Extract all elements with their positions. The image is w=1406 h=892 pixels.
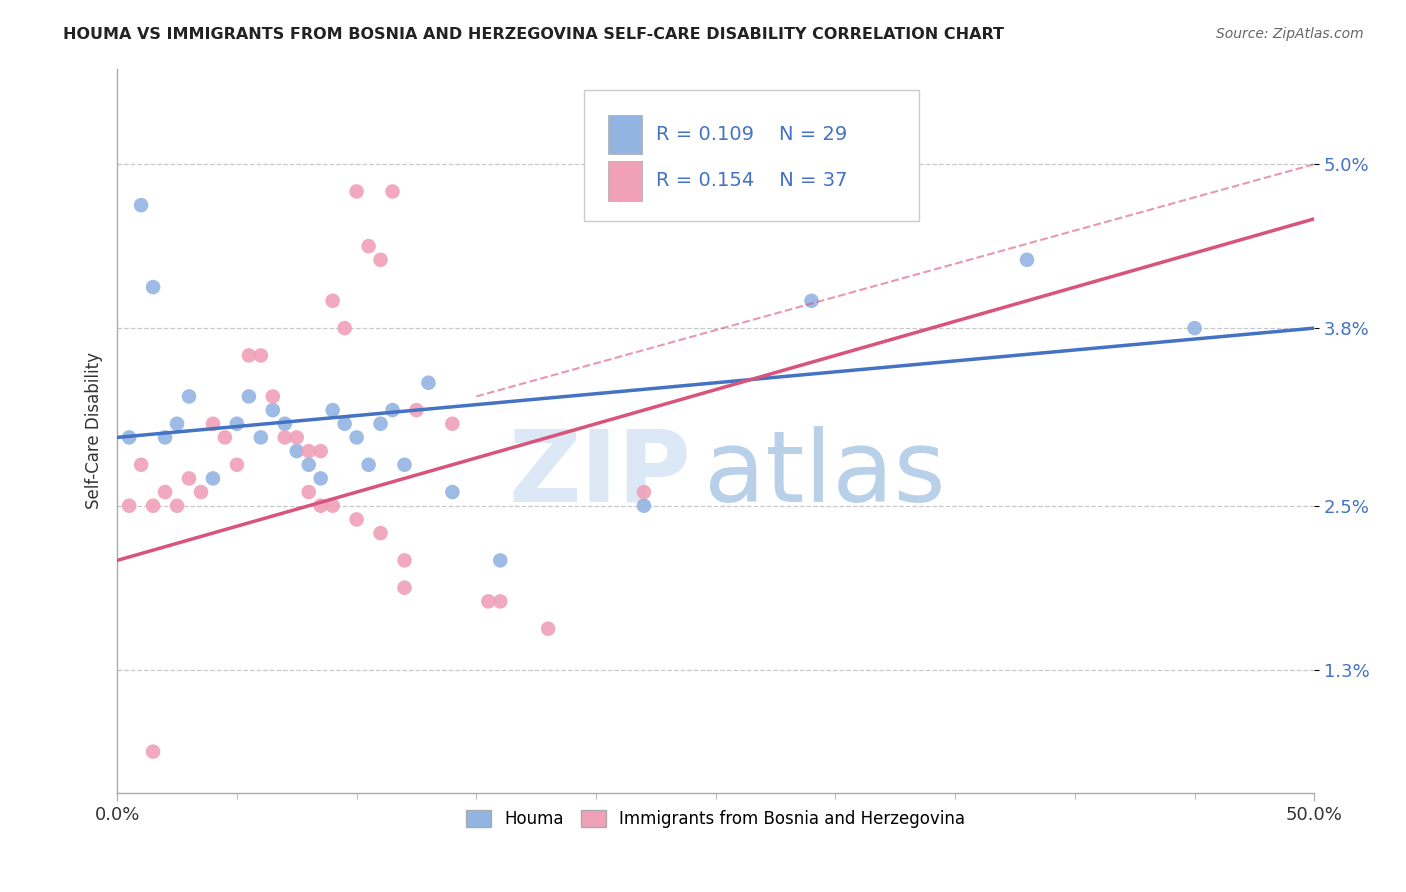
Point (166, 417, 188, 431)
Point (394, 581, 416, 595)
Point (309, 471, 332, 485)
FancyBboxPatch shape (583, 90, 920, 220)
Point (346, 512, 368, 526)
Text: R = 0.154    N = 37: R = 0.154 N = 37 (655, 171, 848, 190)
Point (322, 499, 344, 513)
Point (333, 417, 356, 431)
Point (333, 321, 356, 335)
Point (441, 485, 464, 500)
Point (394, 553, 416, 567)
Point (129, 198, 152, 212)
Point (201, 417, 224, 431)
Point (190, 485, 212, 500)
Point (201, 471, 224, 485)
Point (153, 485, 176, 500)
Point (142, 499, 165, 513)
Point (370, 252, 392, 267)
Point (285, 444, 308, 458)
Point (238, 389, 260, 403)
Point (309, 499, 332, 513)
Point (153, 430, 176, 444)
Point (142, 280, 165, 294)
Point (357, 239, 380, 253)
Point (1184, 321, 1206, 335)
Point (370, 417, 392, 431)
Point (1015, 252, 1038, 267)
Point (118, 430, 141, 444)
FancyBboxPatch shape (607, 115, 641, 154)
Point (633, 499, 655, 513)
Point (489, 594, 512, 608)
Point (166, 499, 188, 513)
Point (370, 526, 392, 541)
Point (118, 499, 141, 513)
Point (262, 389, 284, 403)
Text: ZIP: ZIP (509, 425, 692, 523)
Point (441, 417, 464, 431)
Point (262, 403, 284, 417)
Legend: Houma, Immigrants from Bosnia and Herzegovina: Houma, Immigrants from Bosnia and Herzeg… (460, 804, 972, 835)
Point (346, 185, 368, 199)
Point (537, 622, 560, 636)
Point (322, 293, 344, 308)
Point (418, 376, 440, 390)
Point (225, 417, 247, 431)
Y-axis label: Self-Care Disability: Self-Care Disability (86, 352, 103, 509)
Point (177, 389, 200, 403)
Text: R = 0.109    N = 29: R = 0.109 N = 29 (655, 125, 848, 145)
Point (129, 458, 152, 472)
Point (381, 185, 404, 199)
Point (214, 430, 236, 444)
Point (489, 553, 512, 567)
Point (394, 458, 416, 472)
Point (633, 485, 655, 500)
Point (285, 430, 308, 444)
Text: Source: ZipAtlas.com: Source: ZipAtlas.com (1216, 27, 1364, 41)
Point (322, 403, 344, 417)
Point (274, 417, 297, 431)
Point (250, 430, 273, 444)
Point (800, 293, 823, 308)
Point (298, 458, 321, 472)
Point (274, 430, 297, 444)
Point (477, 594, 499, 608)
Point (357, 458, 380, 472)
Point (298, 485, 321, 500)
Point (405, 403, 427, 417)
Text: atlas: atlas (704, 425, 945, 523)
Point (238, 348, 260, 362)
Point (298, 444, 321, 458)
Point (250, 348, 273, 362)
Point (177, 471, 200, 485)
Point (309, 444, 332, 458)
FancyBboxPatch shape (607, 161, 641, 201)
Point (346, 430, 368, 444)
Point (381, 403, 404, 417)
Point (142, 745, 165, 759)
Point (225, 458, 247, 472)
Text: HOUMA VS IMMIGRANTS FROM BOSNIA AND HERZEGOVINA SELF-CARE DISABILITY CORRELATION: HOUMA VS IMMIGRANTS FROM BOSNIA AND HERZ… (63, 27, 1004, 42)
